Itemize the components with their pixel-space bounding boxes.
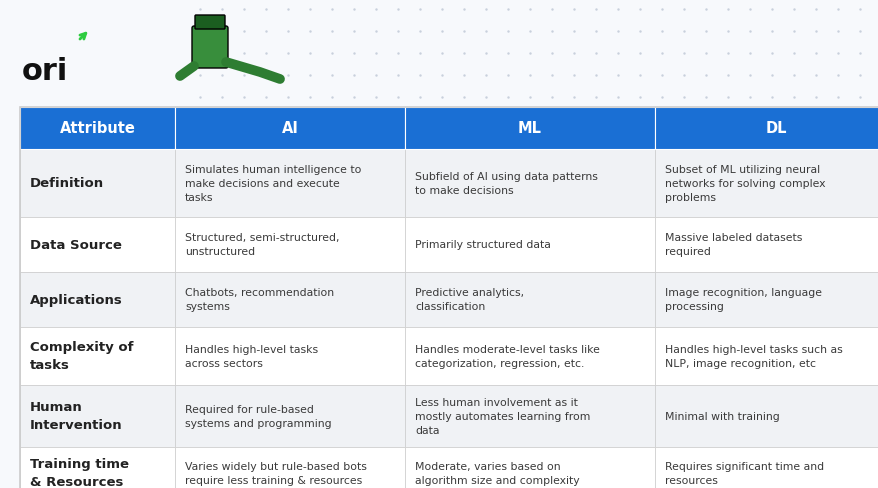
Bar <box>20 218 175 272</box>
Bar <box>20 108 175 150</box>
Text: AI: AI <box>281 121 299 136</box>
Bar <box>405 385 654 447</box>
Text: Structured, semi-structured,
unstructured: Structured, semi-structured, unstructure… <box>184 233 339 257</box>
Text: Requires significant time and
resources: Requires significant time and resources <box>665 461 824 485</box>
Text: Minimal with training: Minimal with training <box>665 411 779 421</box>
Bar <box>654 272 878 327</box>
Bar <box>654 108 878 150</box>
Text: Data Source: Data Source <box>30 239 122 251</box>
Bar <box>175 447 405 488</box>
Text: Simulates human intelligence to
make decisions and execute
tasks: Simulates human intelligence to make dec… <box>184 164 361 203</box>
Text: ML: ML <box>517 121 542 136</box>
Text: Image recognition, language
processing: Image recognition, language processing <box>665 288 821 312</box>
Text: Subset of ML utilizing neural
networks for solving complex
problems: Subset of ML utilizing neural networks f… <box>665 164 824 203</box>
Bar <box>20 385 175 447</box>
Text: ori: ori <box>22 58 68 86</box>
Bar <box>405 108 654 150</box>
Bar <box>175 108 405 150</box>
Text: Handles high-level tasks such as
NLP, image recognition, etc: Handles high-level tasks such as NLP, im… <box>665 345 842 368</box>
Bar <box>405 447 654 488</box>
Bar <box>405 272 654 327</box>
Text: Human
Intervention: Human Intervention <box>30 401 123 431</box>
Bar <box>654 447 878 488</box>
Bar <box>20 150 175 218</box>
Bar <box>20 327 175 385</box>
Text: Definition: Definition <box>30 177 104 190</box>
Text: Chatbots, recommendation
systems: Chatbots, recommendation systems <box>184 288 334 312</box>
Bar <box>654 218 878 272</box>
Bar <box>175 218 405 272</box>
Text: Complexity of
tasks: Complexity of tasks <box>30 341 133 372</box>
Text: Attribute: Attribute <box>60 121 135 136</box>
Text: Handles moderate-level tasks like
categorization, regression, etc.: Handles moderate-level tasks like catego… <box>414 345 599 368</box>
Bar <box>175 327 405 385</box>
Text: Massive labeled datasets
required: Massive labeled datasets required <box>665 233 802 257</box>
Bar <box>654 385 878 447</box>
Bar <box>175 385 405 447</box>
Text: Training time
& Resources: Training time & Resources <box>30 458 129 488</box>
Bar <box>405 218 654 272</box>
Bar <box>405 327 654 385</box>
Bar <box>20 447 175 488</box>
Text: Predictive analytics,
classification: Predictive analytics, classification <box>414 288 523 312</box>
Bar <box>175 272 405 327</box>
Bar <box>654 150 878 218</box>
Bar <box>20 108 878 488</box>
Text: Moderate, varies based on
algorithm size and complexity: Moderate, varies based on algorithm size… <box>414 461 579 485</box>
Text: Applications: Applications <box>30 293 123 306</box>
Bar <box>405 150 654 218</box>
Circle shape <box>196 19 224 47</box>
Text: DL: DL <box>765 121 787 136</box>
Text: Less human involvement as it
mostly automates learning from
data: Less human involvement as it mostly auto… <box>414 397 590 435</box>
Text: Varies widely but rule-based bots
require less training & resources: Varies widely but rule-based bots requir… <box>184 461 366 485</box>
Text: Subfield of AI using data patterns
to make decisions: Subfield of AI using data patterns to ma… <box>414 172 597 196</box>
Text: Handles high-level tasks
across sectors: Handles high-level tasks across sectors <box>184 345 318 368</box>
FancyBboxPatch shape <box>191 27 227 69</box>
Bar <box>20 272 175 327</box>
FancyBboxPatch shape <box>195 16 225 30</box>
Bar <box>654 327 878 385</box>
Text: Primarily structured data: Primarily structured data <box>414 240 551 250</box>
Text: Required for rule-based
systems and programming: Required for rule-based systems and prog… <box>184 404 331 428</box>
Bar <box>175 150 405 218</box>
